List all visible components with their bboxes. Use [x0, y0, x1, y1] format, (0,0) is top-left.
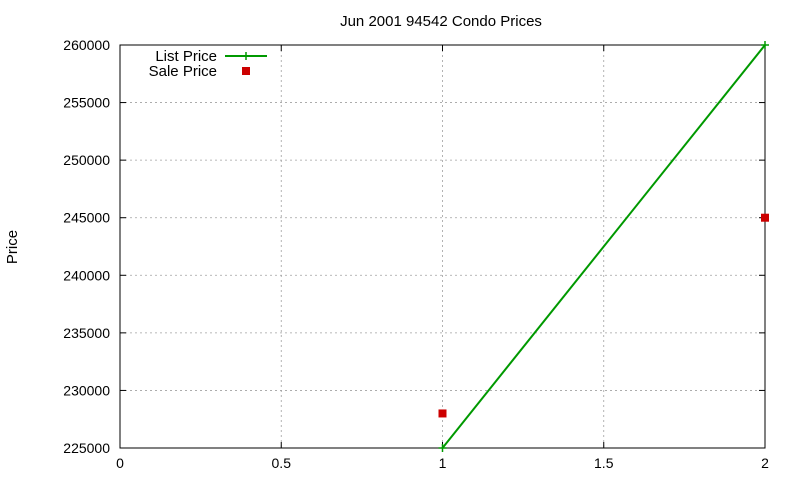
series-line-list-price: [441, 44, 766, 449]
y-tick-label: 245000: [63, 210, 110, 226]
y-axis-label: Price: [4, 230, 21, 264]
series-layer: [438, 41, 769, 452]
axis-ticks: 0 0.5 1 1.5 2 225000 230000 235000 240000 245000 2…: [63, 37, 769, 471]
sale-price-point: [761, 213, 769, 222]
x-tick-label: 0: [116, 455, 124, 471]
legend-marker-list-price: [242, 52, 250, 60]
chart-title: Jun 2001 94542 Condo Prices: [340, 13, 542, 30]
y-tick-label: 235000: [63, 325, 110, 341]
list-price-point: [761, 41, 769, 49]
y-tick-label: 230000: [63, 382, 110, 398]
x-tick-label: 2: [761, 455, 769, 471]
legend-label: Sale Price: [149, 63, 217, 80]
x-tick-label: 1.5: [594, 455, 614, 471]
y-tick-label: 255000: [63, 95, 110, 111]
sale-price-point: [438, 409, 447, 418]
y-tick-label: 225000: [63, 440, 110, 456]
x-tick-label: 0.5: [272, 455, 292, 471]
x-tick-label: 1: [439, 455, 447, 471]
y-tick-label: 250000: [63, 152, 110, 168]
y-tick-label: 240000: [63, 267, 110, 283]
legend-label: List Price: [155, 48, 217, 65]
grid: [120, 45, 765, 448]
list-price-point: [438, 444, 447, 452]
legend-marker-sale-price: [242, 67, 250, 75]
y-tick-label: 260000: [63, 37, 110, 53]
